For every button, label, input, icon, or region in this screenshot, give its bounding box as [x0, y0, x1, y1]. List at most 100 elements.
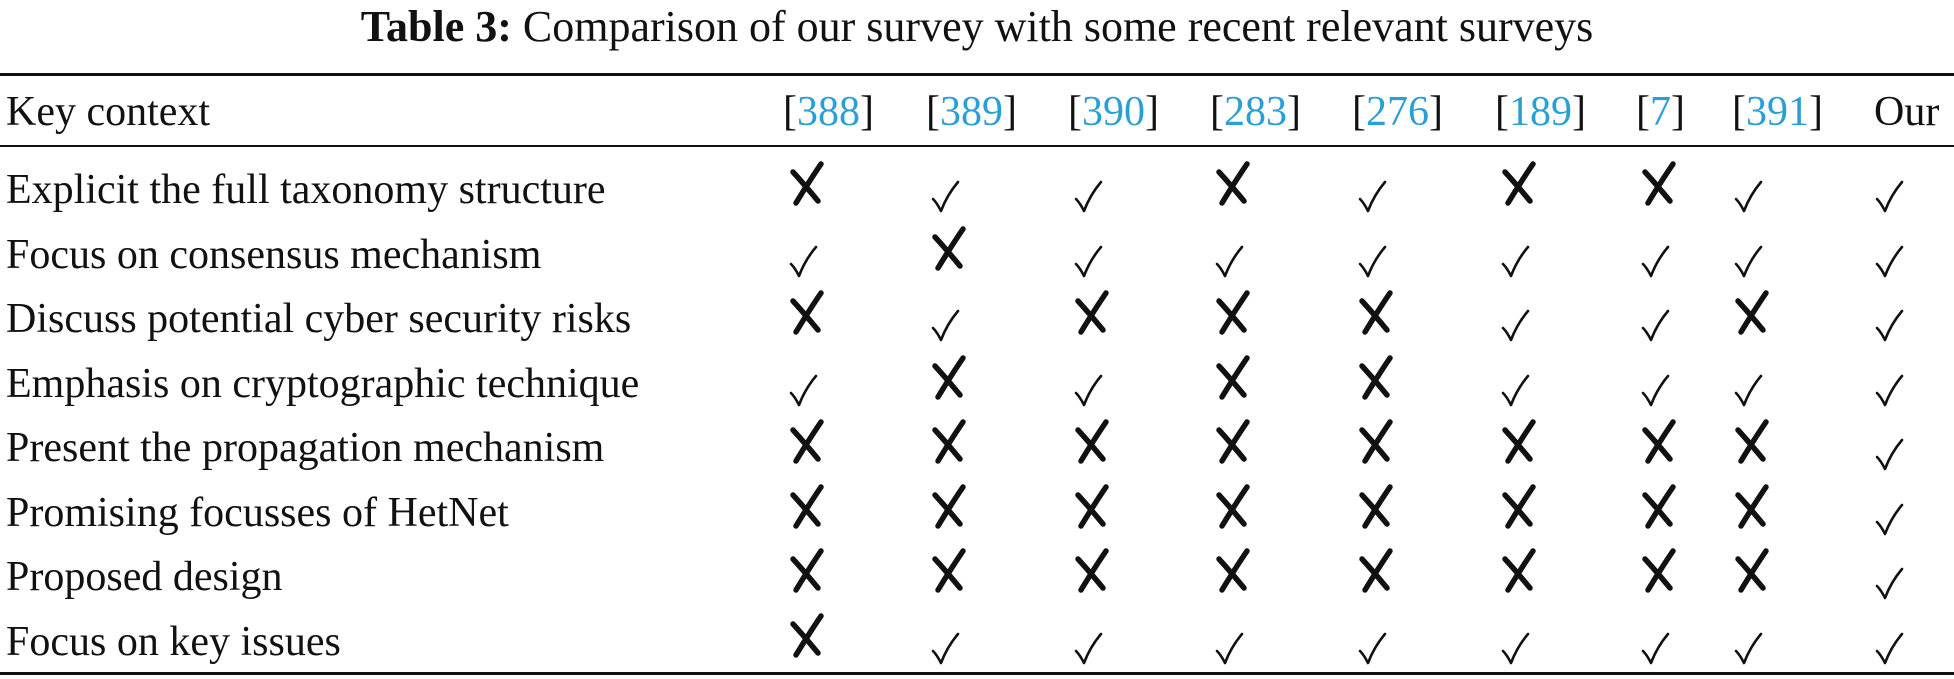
citation-link[interactable]: 283 — [1224, 89, 1287, 135]
column-header-citation: [388] — [783, 84, 874, 140]
cross-mark-icon — [1640, 481, 1680, 546]
cross-mark-icon — [1357, 545, 1397, 610]
citation-link[interactable]: 276 — [1366, 89, 1429, 135]
cross-mark-icon — [1640, 158, 1680, 223]
row-label: Promising focusses of HetNet — [6, 489, 509, 536]
citation-link[interactable]: 389 — [940, 89, 1003, 135]
citation-close-bracket: ] — [860, 89, 874, 135]
cross-mark-icon — [788, 545, 828, 610]
cross-mark-icon — [1733, 481, 1773, 546]
cross-mark-icon — [1733, 545, 1773, 610]
table-row: Focus on key issues — [0, 610, 1954, 675]
cross-mark-icon — [1640, 545, 1680, 610]
table-body: Explicit the full taxonomy structure Focu… — [0, 158, 1954, 674]
check-mark-icon — [1874, 287, 1914, 352]
citation-open-bracket: [ — [1636, 89, 1650, 135]
cross-mark-icon — [788, 481, 828, 546]
cross-mark-icon — [788, 610, 828, 675]
citation-link[interactable]: 7 — [1650, 89, 1671, 135]
check-mark-icon — [930, 158, 970, 223]
cross-mark-icon — [1214, 287, 1254, 352]
cross-mark-icon — [1214, 481, 1254, 546]
citation-open-bracket: [ — [1732, 89, 1746, 135]
table-row: Focus on consensus mechanism — [0, 223, 1954, 288]
check-mark-icon — [1357, 158, 1397, 223]
check-mark-icon — [1874, 352, 1914, 417]
citation-open-bracket: [ — [926, 89, 940, 135]
cross-mark-icon — [1500, 545, 1540, 610]
check-mark-icon — [1874, 416, 1914, 481]
cross-mark-icon — [1073, 481, 1113, 546]
table-row: Explicit the full taxonomy structure — [0, 158, 1954, 223]
check-mark-icon — [1733, 352, 1773, 417]
check-mark-icon — [1500, 287, 1540, 352]
row-label: Focus on key issues — [6, 618, 341, 665]
citation-link[interactable]: 390 — [1082, 89, 1145, 135]
cross-mark-icon — [1357, 416, 1397, 481]
table-header-row: Key context [388] [389] [390] [283] [276] [18… — [0, 84, 1954, 140]
check-mark-icon — [1640, 610, 1680, 675]
column-header-citation: [389] — [926, 84, 1017, 140]
citation-close-bracket: ] — [1145, 89, 1159, 135]
citation-close-bracket: ] — [1572, 89, 1586, 135]
table-row: Proposed design — [0, 545, 1954, 610]
check-mark-icon — [1073, 352, 1113, 417]
row-label: Focus on consensus mechanism — [6, 231, 542, 278]
cross-mark-icon — [1073, 287, 1113, 352]
row-label: Proposed design — [6, 554, 283, 600]
cross-mark-icon — [1640, 416, 1680, 481]
check-mark-icon — [1874, 610, 1914, 675]
cross-mark-icon — [1500, 481, 1540, 546]
check-mark-icon — [1640, 352, 1680, 417]
cross-mark-icon — [930, 481, 970, 546]
check-mark-icon — [1073, 223, 1113, 288]
column-header-citation: [276] — [1352, 84, 1443, 140]
cross-mark-icon — [1500, 416, 1540, 481]
check-mark-icon — [1874, 223, 1914, 288]
check-mark-icon — [1733, 158, 1773, 223]
table-caption: Table 3: Comparison of our survey with s… — [0, 2, 1954, 52]
table-header-rule — [0, 145, 1954, 147]
citation-link[interactable]: 189 — [1509, 89, 1572, 135]
table-row: Discuss potential cyber security risks — [0, 287, 1954, 352]
check-mark-icon — [1073, 158, 1113, 223]
check-mark-icon — [1500, 352, 1540, 417]
table-caption-label: Table 3: — [360, 2, 512, 51]
cross-mark-icon — [1073, 545, 1113, 610]
cross-mark-icon — [1214, 416, 1254, 481]
cross-mark-icon — [788, 287, 828, 352]
citation-open-bracket: [ — [1210, 89, 1224, 135]
cross-mark-icon — [1073, 416, 1113, 481]
cross-mark-icon — [1357, 287, 1397, 352]
check-mark-icon — [1500, 223, 1540, 288]
column-header-citation: [189] — [1495, 84, 1586, 140]
check-mark-icon — [1874, 545, 1914, 610]
citation-link[interactable]: 391 — [1746, 89, 1809, 135]
cross-mark-icon — [788, 158, 828, 223]
cross-mark-icon — [1733, 287, 1773, 352]
citation-close-bracket: ] — [1671, 89, 1685, 135]
citation-open-bracket: [ — [783, 89, 797, 135]
citation-close-bracket: ] — [1003, 89, 1017, 135]
check-mark-icon — [1073, 610, 1113, 675]
cross-mark-icon — [1214, 158, 1254, 223]
check-mark-icon — [1733, 223, 1773, 288]
check-mark-icon — [1214, 223, 1254, 288]
citation-open-bracket: [ — [1495, 89, 1509, 135]
citation-open-bracket: [ — [1352, 89, 1366, 135]
row-label: Present the propagation mechanism — [6, 425, 605, 471]
cross-mark-icon — [1214, 545, 1254, 610]
check-mark-icon — [930, 287, 970, 352]
citation-close-bracket: ] — [1287, 89, 1301, 135]
citation-close-bracket: ] — [1429, 89, 1443, 135]
column-header-citation: [7] — [1636, 84, 1685, 140]
table-row: Present the propagation mechanism — [0, 416, 1954, 481]
cross-mark-icon — [930, 223, 970, 288]
citation-open-bracket: [ — [1068, 89, 1082, 135]
row-label: Discuss potential cyber security risks — [6, 296, 632, 342]
table-bottom-rule — [0, 672, 1954, 675]
check-mark-icon — [1874, 158, 1914, 223]
check-mark-icon — [788, 223, 828, 288]
citation-link[interactable]: 388 — [797, 89, 860, 135]
check-mark-icon — [788, 352, 828, 417]
